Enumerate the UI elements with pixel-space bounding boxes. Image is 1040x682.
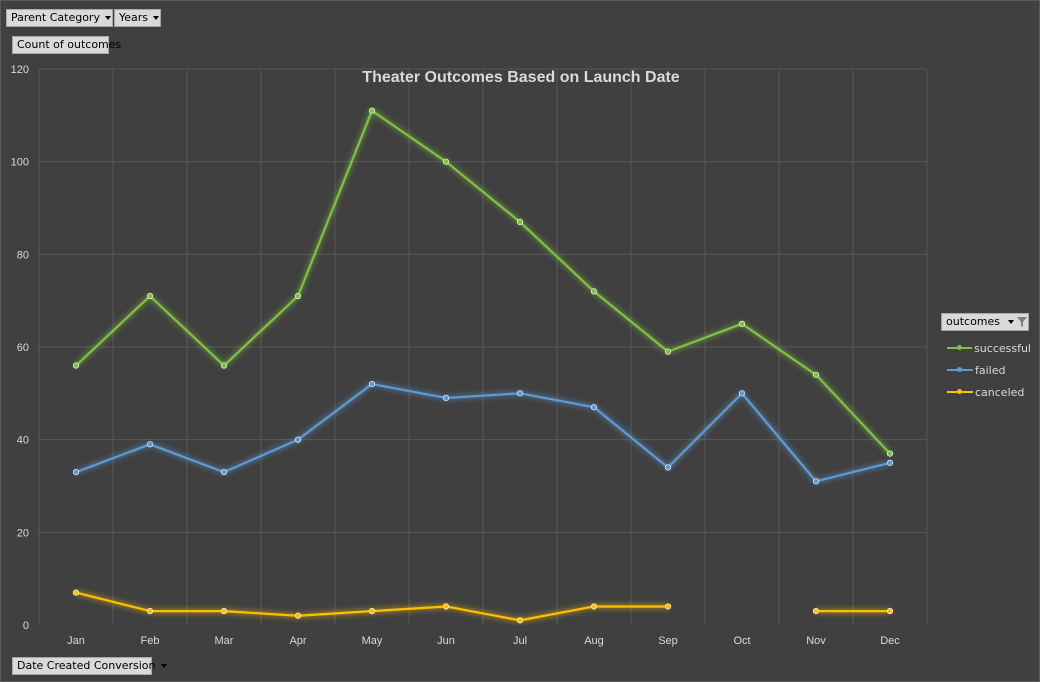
legend-label-successful: successful [974, 341, 1031, 355]
data-point-successful [220, 362, 228, 369]
data-point-failed [590, 404, 598, 411]
axis-field-button[interactable]: Date Created Conversion [12, 657, 167, 675]
years-filter-label: Years [119, 11, 149, 24]
data-point-canceled [72, 589, 80, 596]
legend-item-successful: successful [947, 337, 1031, 359]
x-tick-label: Oct [733, 635, 750, 647]
series-successful [72, 107, 894, 457]
data-point-successful [368, 107, 376, 114]
legend-swatch-canceled [947, 388, 973, 396]
data-point-failed [294, 436, 302, 443]
value-field-button[interactable]: Count of outcomes [12, 36, 121, 54]
x-tick-label: Jul [513, 635, 527, 647]
legend: outcomes successful failed canceled [941, 313, 1031, 403]
series-canceled [72, 589, 894, 624]
legend-field-button[interactable]: outcomes [941, 313, 1029, 331]
y-tick-label: 0 [23, 620, 29, 632]
data-point-successful [886, 450, 894, 457]
x-tick-label: Jan [67, 635, 85, 647]
data-point-failed [516, 390, 524, 397]
data-point-failed [72, 469, 80, 476]
y-tick-label: 80 [17, 249, 29, 261]
legend-swatch-failed [947, 366, 973, 374]
data-point-failed [738, 390, 746, 397]
series-line-failed [75, 382, 891, 483]
legend-item-canceled: canceled [947, 381, 1031, 403]
data-point-canceled [812, 607, 820, 615]
data-point-canceled [886, 607, 894, 615]
data-point-canceled [294, 612, 302, 619]
data-point-failed [664, 464, 672, 471]
data-point-successful [72, 362, 80, 369]
chevron-down-icon [153, 16, 160, 20]
data-point-canceled [146, 607, 154, 615]
data-point-canceled [590, 603, 598, 610]
chart-title: Theater Outcomes Based on Launch Date [362, 69, 680, 86]
legend-label-canceled: canceled [975, 385, 1025, 399]
chevron-down-icon [160, 664, 167, 668]
legend-field-label: outcomes [946, 315, 1001, 328]
data-point-successful [664, 348, 672, 355]
data-point-failed [886, 459, 894, 466]
data-point-failed [146, 441, 154, 448]
x-tick-label: Mar [215, 635, 234, 647]
parent-category-filter-label: Parent Category [11, 11, 100, 24]
x-tick-label: Jun [437, 635, 455, 647]
x-tick-label: Dec [880, 635, 900, 647]
series-failed [72, 380, 894, 485]
data-point-successful [738, 320, 746, 327]
data-point-canceled [368, 607, 376, 615]
x-tick-label: May [362, 635, 383, 647]
x-tick-label: Apr [289, 635, 306, 647]
data-point-successful [442, 158, 450, 165]
legend-label-failed: failed [975, 363, 1006, 377]
data-point-failed [220, 469, 228, 476]
years-filter-button[interactable]: Years [114, 9, 161, 27]
x-tick-label: Feb [141, 635, 160, 647]
legend-swatch-successful [947, 344, 973, 352]
chevron-down-icon [104, 16, 111, 20]
legend-item-failed: failed [947, 359, 1031, 381]
data-point-successful [294, 292, 302, 300]
data-point-successful [812, 371, 820, 378]
data-point-successful [516, 218, 524, 225]
data-point-successful [146, 292, 154, 300]
data-point-canceled [220, 607, 228, 615]
filter-funnel-icon [1017, 317, 1028, 327]
x-tick-label: Nov [806, 635, 826, 647]
y-tick-label: 20 [17, 527, 29, 539]
axis-field-label: Date Created Conversion [17, 659, 156, 672]
y-tick-label: 60 [17, 342, 29, 354]
x-tick-label: Aug [584, 635, 604, 647]
data-point-successful [590, 288, 598, 295]
chevron-down-icon [1008, 320, 1015, 324]
data-point-canceled [516, 617, 524, 624]
y-tick-label: 120 [11, 64, 29, 76]
y-tick-label: 40 [17, 435, 29, 447]
value-field-label: Count of outcomes [17, 38, 122, 51]
data-point-failed [442, 394, 450, 402]
x-tick-label: Sep [658, 635, 678, 647]
y-tick-label: 100 [11, 157, 29, 169]
data-point-canceled [664, 603, 672, 610]
series-line-successful [75, 109, 891, 455]
data-point-canceled [442, 603, 450, 610]
data-point-failed [812, 478, 820, 485]
data-point-failed [368, 380, 376, 388]
